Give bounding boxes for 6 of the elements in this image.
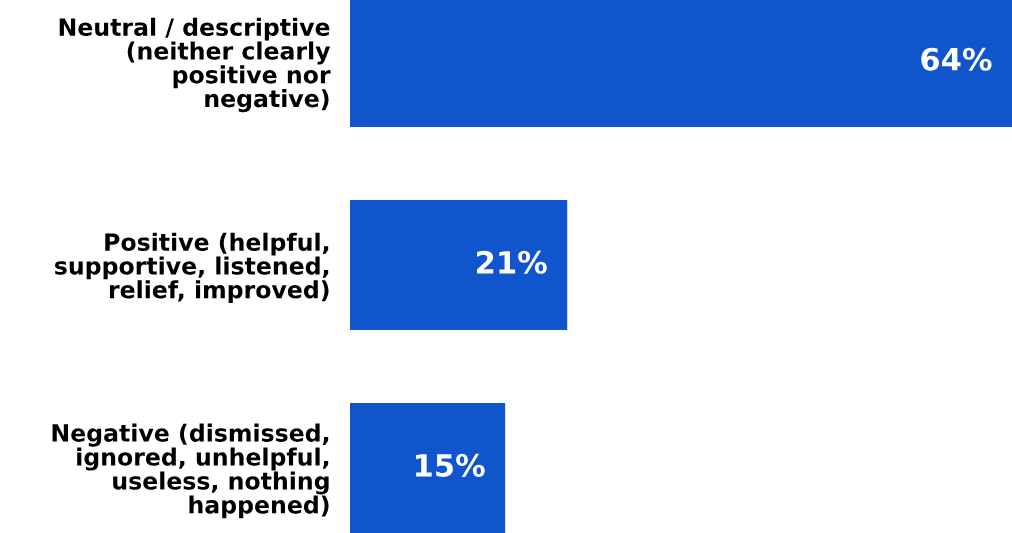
y-tick-label: Positive (helpful, supportive, listened, relief, improved) bbox=[55, 232, 329, 304]
y-tick-label: Negative (dismissed, ignored, unhelpful, useless, nothing happened) bbox=[52, 423, 329, 519]
y-tick-label: Neutral / descriptive (neither clearly positive nor negative) bbox=[59, 17, 331, 113]
data-label: 64% bbox=[921, 47, 992, 71]
data-label: 15% bbox=[416, 453, 485, 477]
data-label: 21% bbox=[477, 250, 547, 274]
